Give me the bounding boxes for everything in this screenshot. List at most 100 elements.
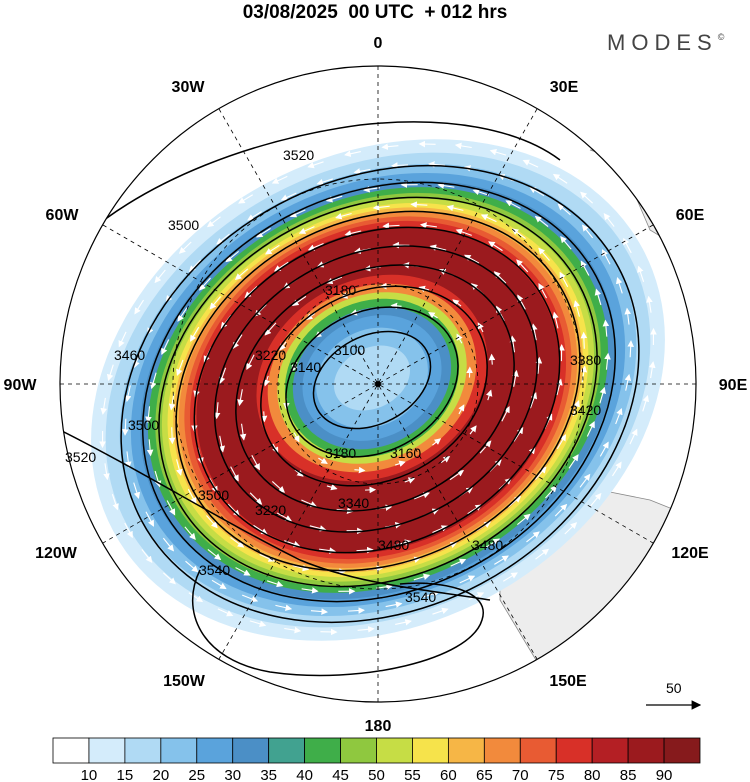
wind-vector: [365, 486, 377, 494]
wind-vector: [375, 583, 393, 591]
wind-vector: [178, 241, 192, 254]
wind-vector: [559, 271, 569, 288]
wind-vector: [511, 228, 526, 239]
wind-vector: [615, 277, 623, 294]
wind-vector: [538, 283, 548, 299]
lon-label-180: 180: [365, 718, 392, 735]
lon-label-120e: 120E: [671, 545, 709, 562]
wind-vector: [485, 538, 500, 549]
wind-vector: [590, 492, 602, 507]
colorbar-cell: [88, 737, 126, 764]
lon-label-60w: 60W: [46, 207, 80, 224]
colorbar-label: 50: [368, 767, 385, 782]
wind-vector: [168, 393, 176, 411]
south-pole-marker: [375, 381, 381, 387]
wind-vector: [545, 485, 558, 499]
contour-label: 3220: [255, 347, 286, 363]
brand-mark: ©: [717, 32, 725, 42]
lon-label-90w: 90W: [4, 377, 38, 394]
wind-vector: [535, 466, 547, 480]
wind-vector: [271, 175, 288, 184]
wind-vector: [235, 567, 251, 576]
wind-vector: [432, 438, 442, 446]
wind-vector: [477, 322, 484, 333]
wind-vector: [468, 592, 485, 601]
wind-vector: [289, 209, 306, 218]
wind-vector: [489, 149, 507, 156]
wind-vector: [356, 546, 374, 554]
wind-vector: [124, 522, 133, 539]
wind-vector: [357, 626, 375, 633]
wind-vector: [602, 249, 611, 265]
colorbar-label: 75: [548, 767, 565, 782]
wind-vector: [390, 302, 402, 310]
contour-label: 3520: [283, 147, 314, 163]
wind-vector: [237, 389, 244, 407]
wind-vector: [217, 608, 234, 617]
wind-vector: [455, 228, 472, 236]
wind-vector: [162, 572, 176, 585]
wind-vector: [624, 373, 632, 391]
wind-vector: [176, 459, 183, 476]
wind-vector: [309, 525, 327, 532]
wind-vector: [146, 439, 154, 457]
reference-vector-label: 50: [666, 680, 682, 696]
wind-vector: [213, 402, 221, 420]
contour-label: 3340: [338, 495, 369, 511]
lon-label-90e: 90E: [719, 377, 748, 394]
colorbar-cell: [555, 737, 593, 764]
wind-vector: [251, 455, 260, 471]
colorbar-cell: [447, 737, 485, 764]
colorbar-cell: [52, 737, 90, 764]
wind-vector: [318, 457, 328, 464]
wind-vector: [326, 276, 343, 285]
wind-vector: [344, 230, 362, 237]
colorbar-label: 45: [332, 767, 349, 782]
wind-vector: [505, 200, 521, 209]
wind-vector: [560, 236, 572, 250]
wind-vector: [480, 214, 497, 223]
colorbar-cell: [124, 737, 162, 764]
wind-vector: [249, 492, 263, 505]
wind-vector: [211, 579, 227, 590]
wind-vector: [423, 590, 440, 598]
wind-vector: [344, 150, 361, 157]
colorbar-cell: [627, 737, 665, 764]
wind-vector: [452, 299, 462, 307]
wind-vector: [310, 608, 329, 615]
wind-vector: [522, 159, 539, 168]
wind-vector: [326, 483, 338, 491]
wind-vector: [624, 307, 632, 325]
wind-vector: [517, 294, 526, 310]
colorbar-cell: [591, 737, 629, 764]
wind-vector: [273, 261, 289, 272]
colorbar-label: 70: [512, 767, 529, 782]
wind-vector: [256, 227, 271, 238]
wind-vector: [459, 575, 476, 584]
wind-vector: [469, 425, 477, 435]
wind-vector: [154, 269, 166, 284]
wind-vector: [535, 356, 543, 374]
height-contour: [193, 226, 561, 554]
wind-vector: [395, 619, 412, 626]
wind-vector: [209, 296, 221, 310]
wind-vector: [363, 185, 381, 193]
wind-vector: [556, 378, 563, 396]
graticule: [60, 66, 696, 702]
wind-vector: [271, 481, 286, 493]
wind-vector: [507, 495, 522, 508]
wind-vector: [305, 312, 316, 321]
wind-vector: [316, 178, 333, 186]
map-disc: [60, 66, 696, 702]
contour-label: 3480: [472, 537, 503, 553]
wind-vector: [292, 564, 310, 572]
colorbar-cell: [196, 737, 234, 764]
wind-vector: [564, 522, 578, 535]
wind-vector: [307, 161, 324, 169]
wind-vector: [291, 295, 307, 307]
contour-label: 3140: [290, 359, 321, 375]
wind-vector: [325, 195, 343, 203]
contour-label: 3100: [334, 342, 365, 358]
